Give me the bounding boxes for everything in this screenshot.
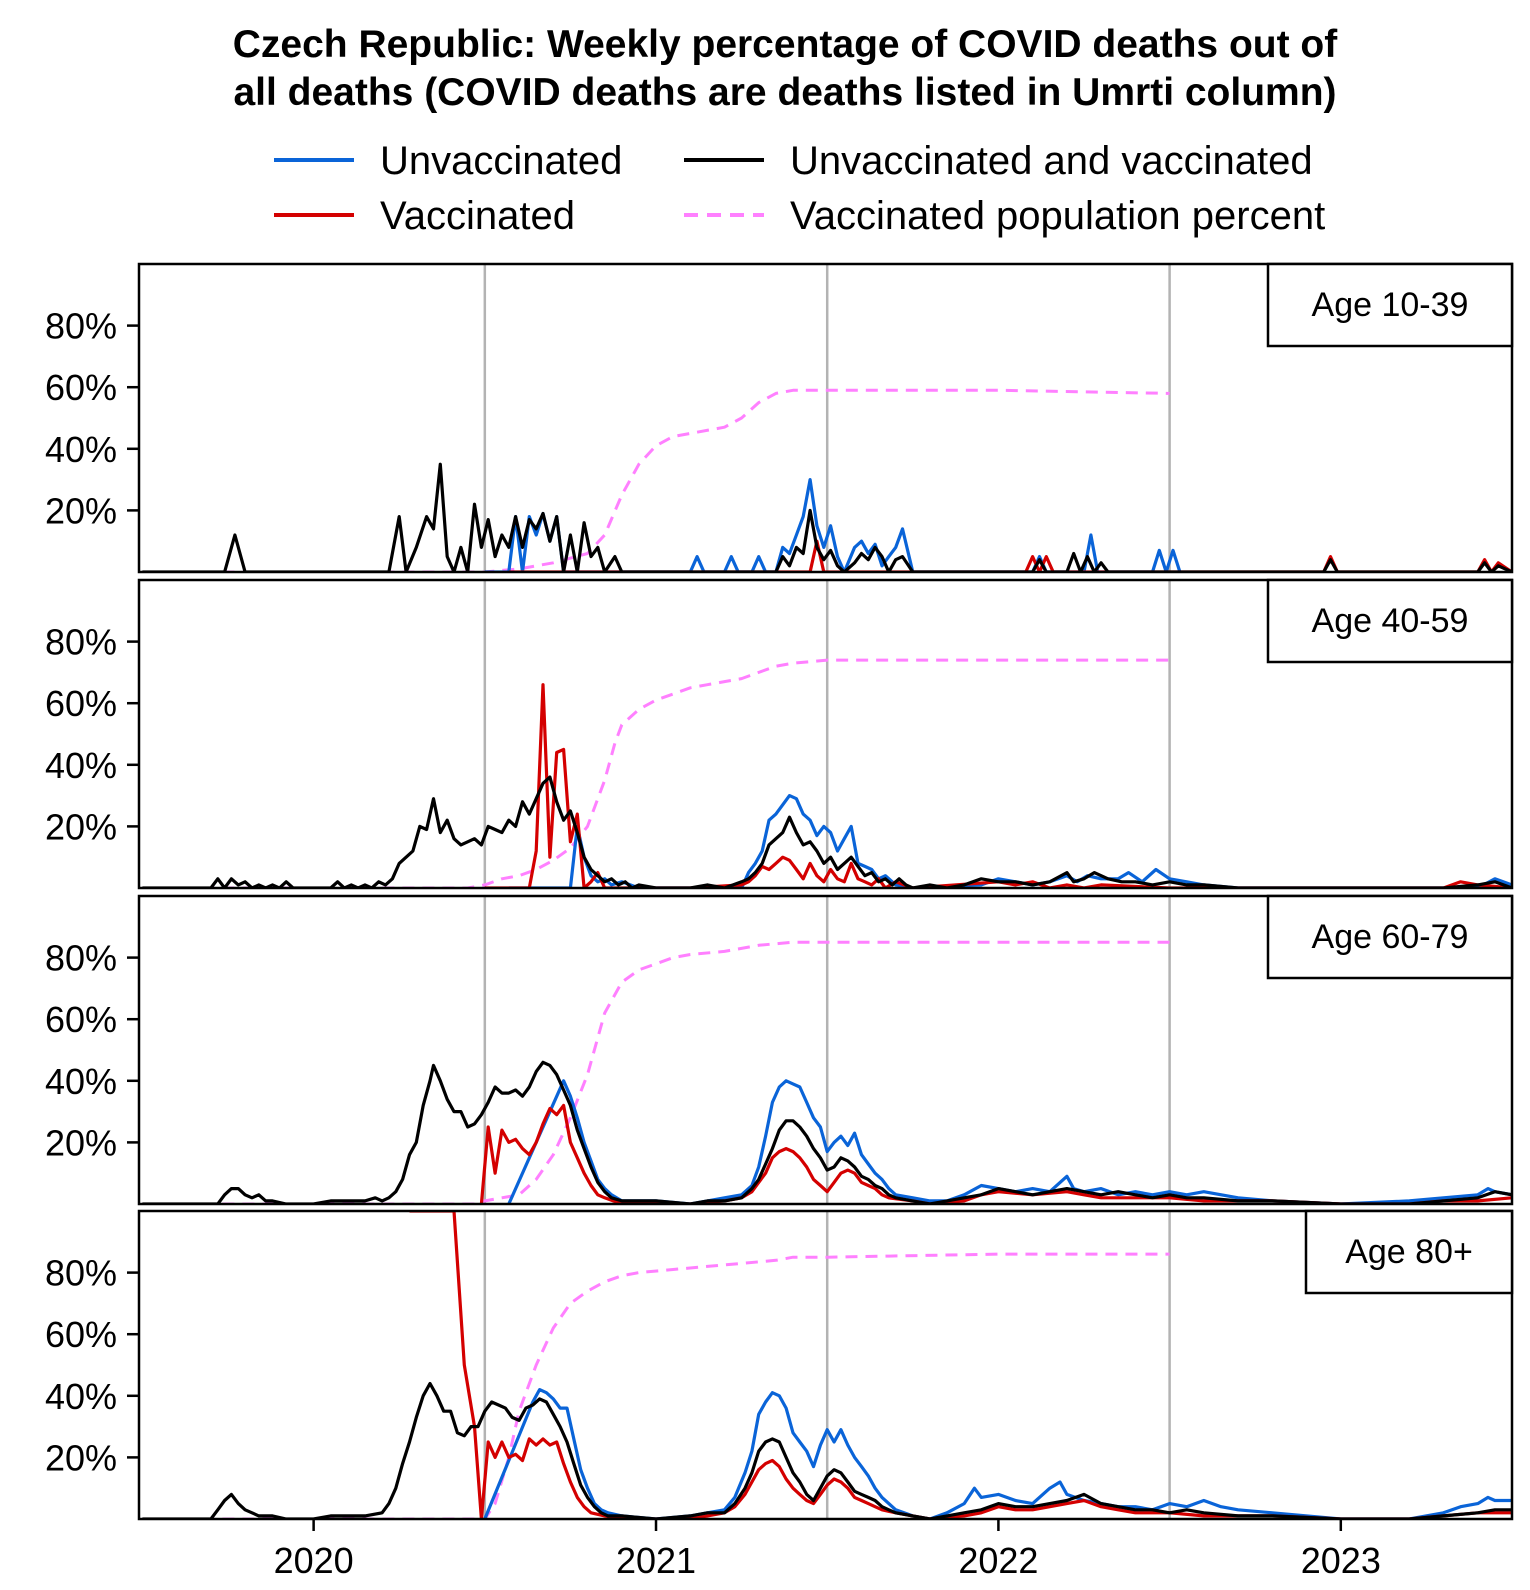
x-tick-label: 2020 [274,1540,354,1581]
panel: 20% 40% 60% 80% Age 60-79 [45,894,1514,1206]
panel-label: Age 10-39 [1312,286,1469,324]
all-deaths-line [142,1381,1512,1519]
y-tick-label: 40% [45,429,117,470]
y-tick-label: 60% [45,1314,117,1355]
x-tick-label: 2022 [958,1540,1038,1581]
chart-panels: 20% 40% 60% 80% Age 10-39 20% 40% 60% 80% Age 40-… [45,262,1514,1521]
unvaccinated-line [507,1079,1512,1204]
panel-frame [137,1209,1514,1521]
panel-label-box [1266,578,1514,664]
y-tick-label: 80% [45,622,117,663]
all-deaths-line [142,1060,1512,1204]
panel: 20% 40% 60% 80% Age 80+ [45,1209,1514,1521]
vaccinated-population-line [142,388,1170,572]
vaccinated-population-line [142,1252,1170,1519]
y-tick-label: 80% [45,306,117,347]
x-tick-label: 2023 [1301,1540,1381,1581]
vaccinated-line [484,683,1512,888]
vaccinated-line [508,539,1512,572]
panel-label-box [1266,894,1514,980]
y-tick-label: 20% [45,490,117,531]
vaccinated-population-line [142,658,1170,888]
panel: 20% 40% 60% 80% Age 40-59 [45,578,1514,890]
panel-label: Age 40-59 [1312,602,1469,640]
y-tick-label: 60% [45,683,117,724]
panel-frame [137,262,1514,574]
legend: Unvaccinated Unvaccinated and vaccinated V… [274,139,1325,238]
all-deaths-line [142,775,1512,888]
unvaccinated-line [483,1388,1512,1519]
legend-label: Vaccinated population percent [790,194,1325,238]
legend-label: Unvaccinated [380,139,622,183]
chart-title-line-2: all deaths (COVID deaths are deaths list… [233,71,1336,114]
panel: 20% 40% 60% 80% Age 10-39 [45,262,1514,574]
y-tick-label: 80% [45,1253,117,1294]
x-tick-label: 2021 [616,1540,696,1581]
y-tick-label: 60% [45,367,117,408]
y-tick-label: 20% [45,1437,117,1478]
legend-label: Unvaccinated and vaccinated [790,139,1313,183]
panel-label-box [1304,1209,1514,1295]
y-tick-label: 20% [45,1122,117,1163]
y-tick-label: 40% [45,1376,117,1417]
y-tick-label: 80% [45,938,117,979]
all-deaths-line [142,462,1512,572]
panel-frame [137,894,1514,1206]
panel-label-box [1266,262,1514,348]
panel-label: Age 80+ [1345,1233,1473,1271]
vaccinated-line [479,1103,1512,1204]
legend-label: Vaccinated [380,194,575,238]
unvaccinated-line [508,794,1512,888]
panel-label: Age 60-79 [1312,918,1469,956]
y-tick-label: 60% [45,999,117,1040]
x-axis: 2020 2021 2022 2023 [274,1519,1381,1581]
y-tick-label: 40% [45,1061,117,1102]
vaccinated-population-line [142,940,1170,1204]
y-tick-label: 40% [45,745,117,786]
vaccinated-line [409,1211,1512,1519]
chart-title-line-1: Czech Republic: Weekly percentage of COV… [233,23,1338,66]
y-tick-label: 20% [45,806,117,847]
panel-frame [137,578,1514,890]
